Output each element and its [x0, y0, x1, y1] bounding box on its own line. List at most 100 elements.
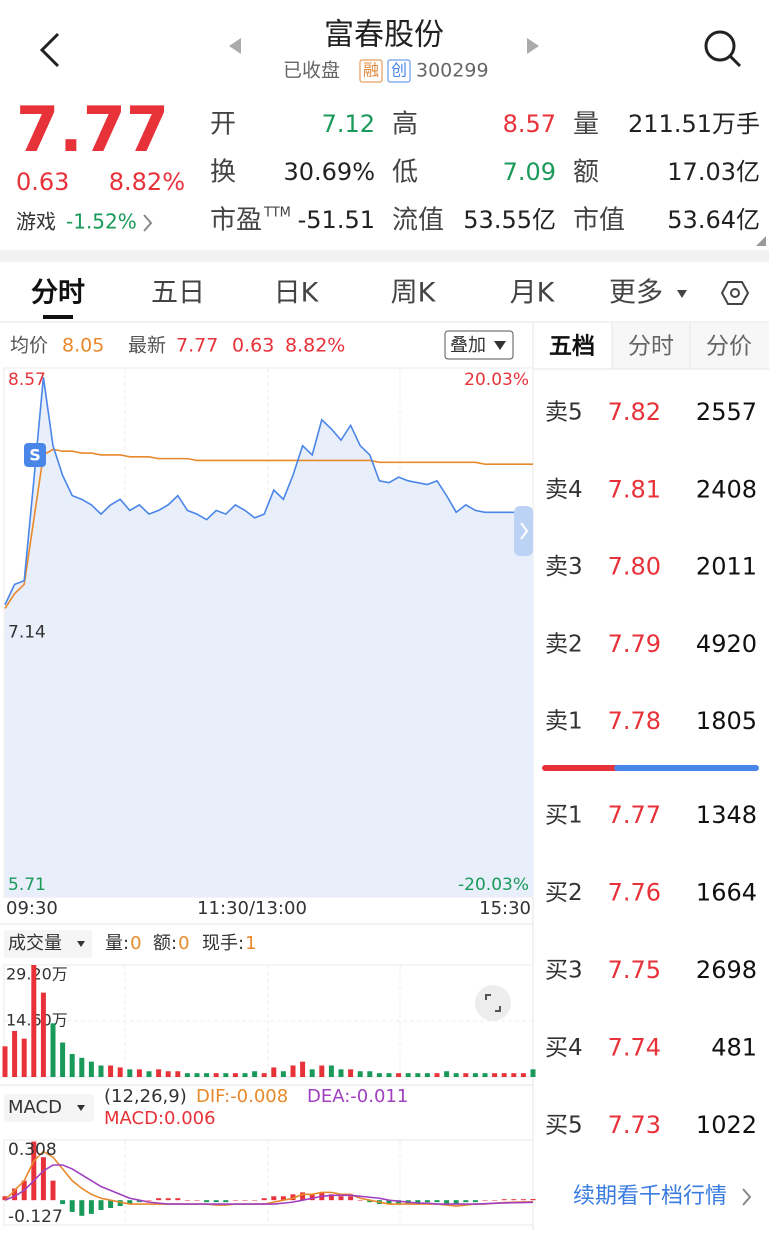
- tab[interactable]: 分时: [31, 278, 85, 309]
- tag-box: [359, 59, 383, 83]
- macd-bar: [79, 1200, 85, 1216]
- volume-bar: [60, 1042, 66, 1077]
- level-price: 7.77: [608, 801, 661, 829]
- macd-bar: [40, 1157, 46, 1201]
- field-label: 市盈: [210, 206, 262, 236]
- level-price: 7.73: [608, 1111, 661, 1139]
- volume-bar: [98, 1065, 104, 1077]
- volume-field-value: 1: [245, 933, 256, 954]
- field-label: 量: [573, 110, 599, 140]
- stock-code: 300299: [416, 60, 489, 82]
- volume-selector[interactable]: [4, 930, 92, 958]
- avg-price: 8.05: [62, 335, 104, 357]
- level-price: 7.75: [608, 956, 661, 984]
- volume-bar: [319, 1065, 325, 1077]
- macd-bar: [261, 1198, 267, 1201]
- level-volume: 1348: [696, 801, 757, 829]
- volume-field-label: 量:: [105, 933, 129, 954]
- macd-bar: [511, 1199, 517, 1201]
- volume-bar: [482, 1073, 488, 1077]
- order-book-tab[interactable]: 分时: [628, 334, 674, 360]
- search-button[interactable]: [704, 30, 736, 62]
- volume-bar: [444, 1071, 450, 1077]
- field-value: 211.51万手: [628, 110, 760, 138]
- overlay-button[interactable]: [444, 330, 514, 360]
- macd-params: (12,26,9): [104, 1086, 187, 1107]
- macd-bar: [357, 1200, 363, 1201]
- marker-label: S: [29, 446, 41, 465]
- macd-bar: [338, 1196, 344, 1201]
- volume-bar: [367, 1071, 373, 1077]
- tab[interactable]: 日K: [274, 278, 320, 309]
- macd-bar: [31, 1141, 37, 1201]
- sector[interactable]: 游戏: [16, 210, 56, 234]
- macd-bar: [290, 1194, 296, 1201]
- volume-bar: [271, 1067, 277, 1077]
- macd-value-label: MACD:0.006: [104, 1108, 216, 1129]
- field-label: 高: [392, 110, 418, 140]
- macd-caret: [77, 1105, 85, 1111]
- macd-bar: [463, 1200, 469, 1203]
- macd-bar: [194, 1200, 200, 1201]
- macd-bar: [520, 1199, 526, 1201]
- level-label: 卖4: [545, 477, 583, 503]
- macd-bar: [146, 1200, 152, 1201]
- field-value: 30.69%: [283, 158, 375, 186]
- volume-bar: [2, 1046, 8, 1077]
- macd-bar: [127, 1200, 133, 1205]
- field-label: 开: [210, 110, 236, 140]
- volume-bar: [348, 1069, 354, 1077]
- tab[interactable]: 更多: [609, 278, 663, 309]
- macd-bar: [434, 1200, 440, 1203]
- volume-field-value: 0: [178, 933, 189, 954]
- macd-bar: [472, 1200, 478, 1203]
- next-stock[interactable]: [527, 38, 539, 54]
- macd-bar: [424, 1200, 430, 1203]
- last-price: 7.77: [16, 93, 169, 166]
- field-label: 额: [573, 158, 599, 188]
- prev-stock[interactable]: [229, 38, 241, 54]
- label: 均价: [10, 335, 48, 357]
- y-tick-label: 14.60万: [6, 1011, 68, 1030]
- volume-bar: [232, 1073, 238, 1077]
- sector-change: -1.52%: [66, 210, 137, 234]
- tab[interactable]: 五日: [151, 278, 205, 309]
- volume-bar: [31, 965, 37, 1077]
- y-tick-label: 7.14: [8, 623, 46, 643]
- volume-bar: [127, 1069, 133, 1077]
- y-tick-label: -0.127: [8, 1207, 63, 1227]
- volume-bar: [463, 1073, 469, 1077]
- fullscreen-button[interactable]: [475, 985, 511, 1021]
- level-label: 卖3: [545, 554, 583, 580]
- side-handle-arrow: [520, 522, 529, 540]
- avg-line: [4, 448, 533, 609]
- order-book-tab[interactable]: 分价: [706, 334, 752, 360]
- tab[interactable]: 月K: [510, 278, 556, 309]
- volume-bar: [472, 1073, 478, 1077]
- latest-change: 0.63: [232, 335, 274, 357]
- more-caret: [677, 290, 687, 298]
- level-volume: 2557: [696, 398, 757, 426]
- volume-bar: [223, 1073, 229, 1077]
- level-price: 7.74: [608, 1034, 661, 1062]
- order-book-tab[interactable]: 五档: [549, 334, 595, 360]
- macd-bar: [2, 1196, 8, 1201]
- macd-selector[interactable]: [4, 1094, 94, 1122]
- macd-bar: [136, 1200, 142, 1203]
- level-volume: 4920: [696, 630, 757, 658]
- side-handle[interactable]: [514, 506, 533, 556]
- volume-bar: [338, 1069, 344, 1077]
- volume-bar: [415, 1073, 421, 1077]
- volume-caret: [77, 941, 85, 947]
- macd-bar: [492, 1200, 498, 1201]
- back-button[interactable]: [39, 32, 60, 68]
- macd-bar: [271, 1196, 277, 1201]
- level-price: 7.81: [608, 475, 661, 503]
- field-value: 53.64亿: [667, 206, 760, 234]
- settings-button[interactable]: [720, 281, 750, 305]
- dif-line: [4, 1150, 534, 1207]
- more-levels-link[interactable]: 续期看千档行情: [573, 1184, 727, 1209]
- tab[interactable]: 周K: [391, 278, 437, 309]
- volume-bar: [492, 1073, 498, 1077]
